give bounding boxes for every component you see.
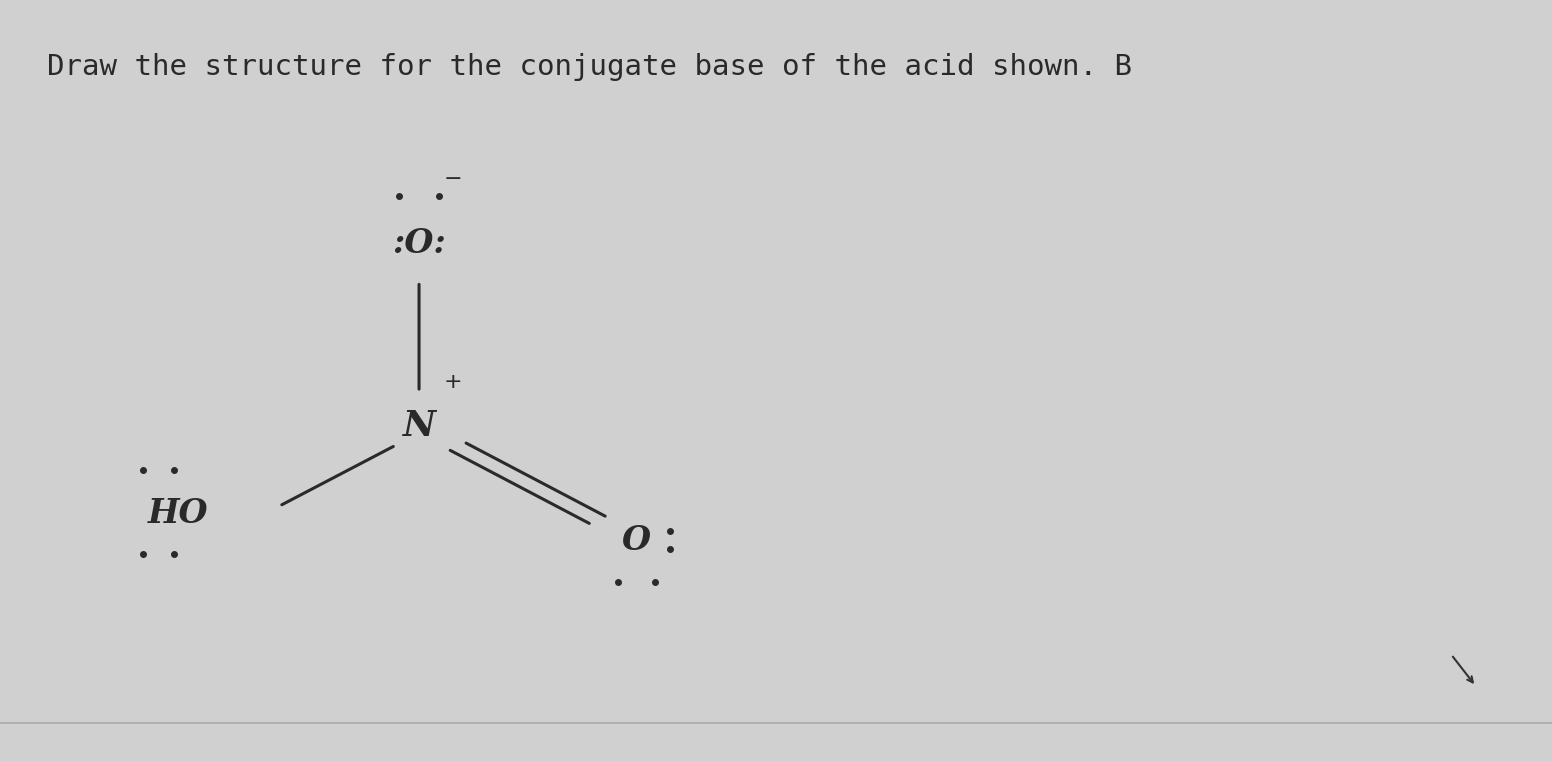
Text: :O:: :O: — [393, 227, 445, 260]
Text: −: − — [444, 169, 462, 189]
Text: HO: HO — [147, 497, 210, 530]
Text: Draw the structure for the conjugate base of the acid shown. B: Draw the structure for the conjugate bas… — [47, 53, 1131, 81]
Text: O: O — [622, 524, 650, 557]
Text: N: N — [402, 409, 436, 443]
Text: +: + — [444, 372, 462, 392]
